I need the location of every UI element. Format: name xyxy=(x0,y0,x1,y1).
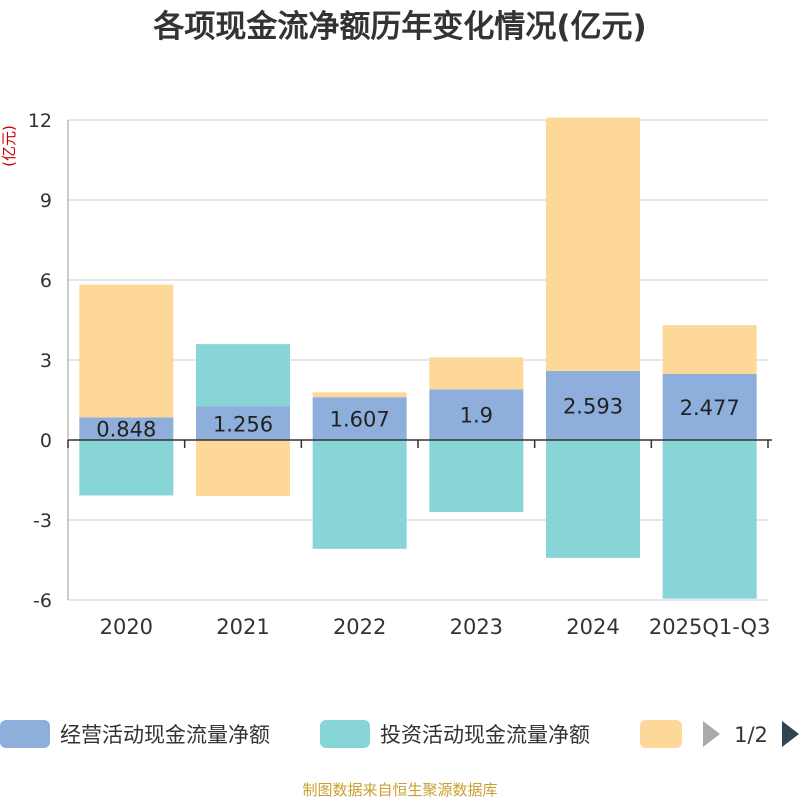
bar-segment-series-2[interactable] xyxy=(546,117,640,371)
bar-segment-series-2[interactable] xyxy=(79,284,174,418)
x-tick-label: 2021 xyxy=(216,615,269,639)
bar-segment-series-0[interactable] xyxy=(662,373,757,440)
y-tick-label: -3 xyxy=(33,510,52,532)
data-label: 2.593 xyxy=(563,394,623,418)
bar-segment-series-1[interactable] xyxy=(79,440,174,496)
legend-swatch-operating xyxy=(0,720,50,748)
legend-item-investing[interactable]: 投资活动现金流量净额 xyxy=(320,720,590,748)
legend-item-financing[interactable] xyxy=(640,720,682,748)
x-tick-label: 2020 xyxy=(100,615,153,639)
x-axis-ticks: 2020 2021 2022 2023 2024 2025Q1-Q3 xyxy=(100,615,771,639)
y-axis-unit-label: (亿元) xyxy=(0,125,18,167)
legend-swatch-investing xyxy=(320,720,370,748)
y-tick-label: -6 xyxy=(33,590,52,612)
y-tick-label: 0 xyxy=(40,430,52,452)
x-tick-label: 2025Q1-Q3 xyxy=(649,615,771,639)
legend-item-operating[interactable]: 经营活动现金流量净额 xyxy=(0,720,270,748)
bar-segment-series-1[interactable] xyxy=(546,440,640,558)
data-label: 1.607 xyxy=(330,408,390,432)
legend-label-investing: 投资活动现金流量净额 xyxy=(380,723,590,747)
bar-segment-series-1[interactable] xyxy=(312,440,407,549)
bar-segment-series-0[interactable] xyxy=(79,417,174,440)
bar-segment-series-1[interactable] xyxy=(429,440,524,512)
data-label: 0.848 xyxy=(96,418,156,442)
bar-segment-series-0[interactable] xyxy=(546,370,640,440)
bar-segment-series-0[interactable] xyxy=(196,406,290,440)
legend-label-operating: 经营活动现金流量净额 xyxy=(60,723,270,747)
legend: 经营活动现金流量净额 投资活动现金流量净额 1/2 xyxy=(0,720,799,748)
data-label: 1.9 xyxy=(460,404,493,428)
bar-segment-series-2[interactable] xyxy=(196,440,290,496)
y-tick-label: 9 xyxy=(40,190,52,212)
y-tick-label: 12 xyxy=(28,110,52,132)
legend-page-indicator: 1/2 xyxy=(734,723,768,747)
y-axis-ticks: -6 -3 0 3 6 9 12 xyxy=(28,110,69,612)
data-label: 2.477 xyxy=(680,396,740,420)
bar-segment-series-2[interactable] xyxy=(662,325,757,374)
x-axis xyxy=(67,439,772,448)
data-label: 1.256 xyxy=(213,412,273,436)
chart-title: 各项现金流净额历年变化情况(亿元) xyxy=(152,9,646,45)
legend-prev-page-icon[interactable] xyxy=(703,721,720,747)
x-tick-label: 2022 xyxy=(333,615,386,639)
bar-segment-series-1[interactable] xyxy=(196,344,290,407)
bar-segment-series-2[interactable] xyxy=(312,392,407,398)
legend-next-page-icon[interactable] xyxy=(782,721,799,747)
bar-segment-series-2[interactable] xyxy=(429,357,524,390)
grid-lines xyxy=(68,119,768,601)
source-note: 制图数据来自恒生聚源数据库 xyxy=(302,781,497,799)
data-labels: 0.848 1.256 1.607 1.9 2.593 2.477 xyxy=(96,394,739,441)
y-tick-label: 3 xyxy=(40,350,52,372)
y-tick-label: 6 xyxy=(40,270,52,292)
bar-segment-series-0[interactable] xyxy=(429,389,524,440)
bars xyxy=(79,117,757,599)
x-tick-label: 2023 xyxy=(450,615,503,639)
legend-swatch-financing xyxy=(640,720,682,748)
bar-segment-series-1[interactable] xyxy=(662,440,757,599)
bar-segment-series-0[interactable] xyxy=(312,397,407,440)
x-tick-label: 2024 xyxy=(566,615,619,639)
